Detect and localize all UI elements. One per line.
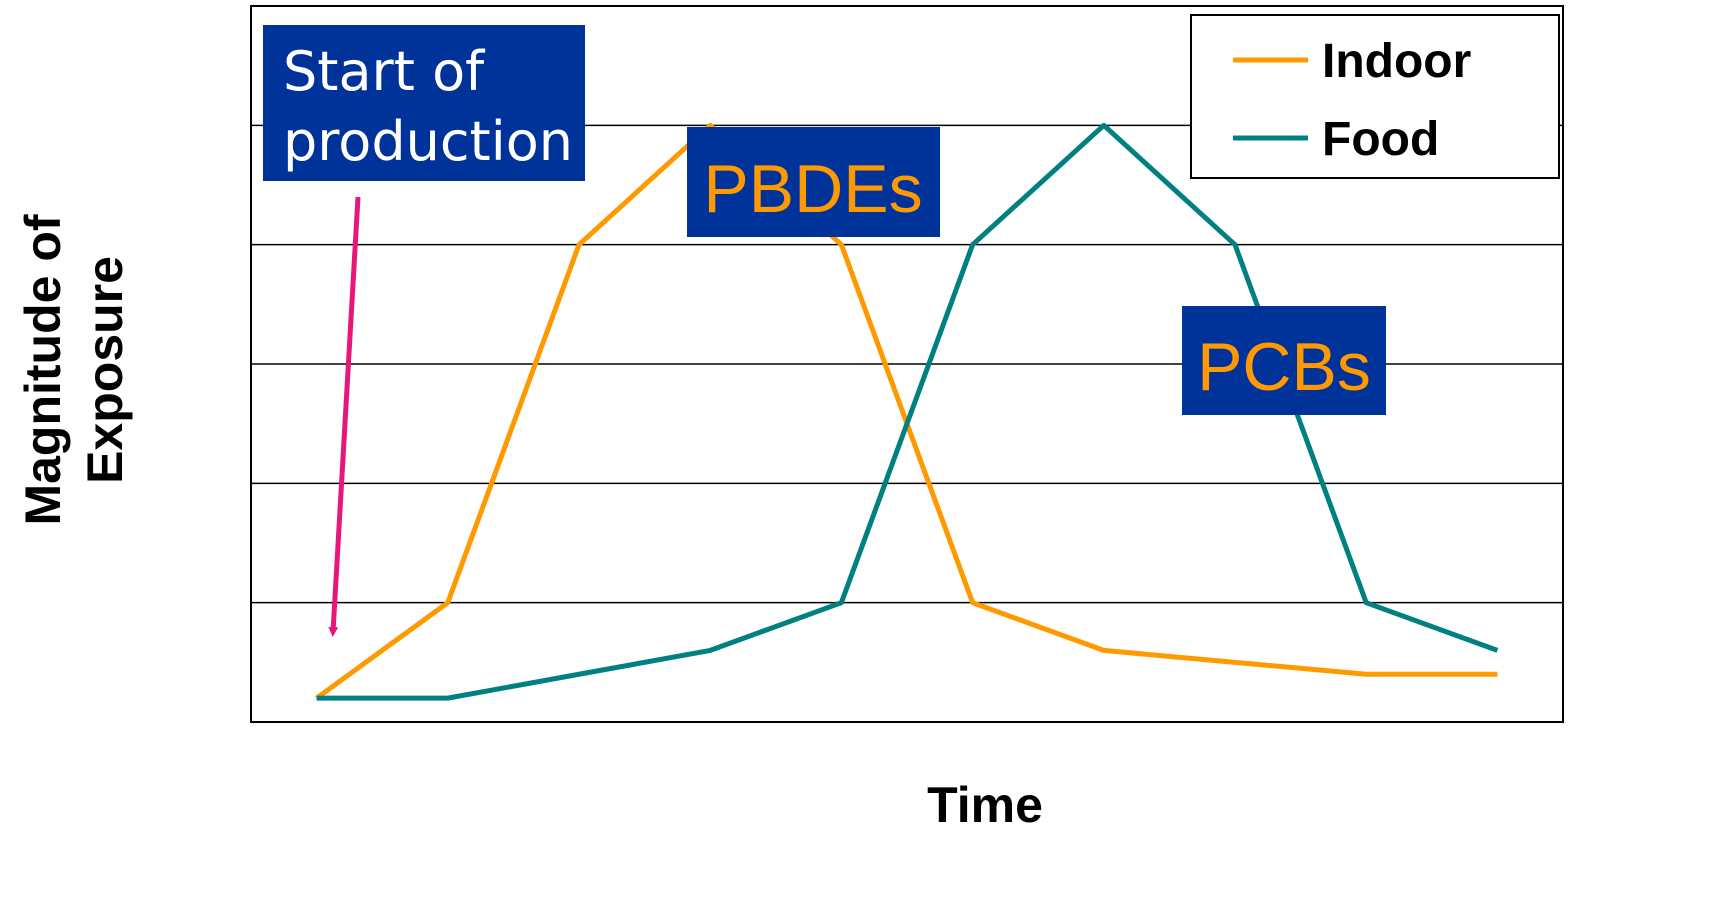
y-axis-label-line: Magnitude of bbox=[15, 214, 71, 525]
y-axis-label: Magnitude of Exposure bbox=[15, 214, 133, 525]
annotation-arrow bbox=[328, 196, 361, 637]
annotation-text: Start of bbox=[283, 40, 486, 103]
annotation-text: production bbox=[283, 110, 573, 173]
legend-box bbox=[1190, 14, 1560, 179]
legend-label: Indoor bbox=[1322, 35, 1471, 88]
annotation-box bbox=[687, 127, 940, 237]
annotation: Start of production bbox=[263, 25, 585, 181]
y-axis-label-line: Exposure bbox=[77, 256, 133, 484]
lines bbox=[315, 122, 1499, 701]
legend-label: Food bbox=[1322, 113, 1439, 166]
annotation-box bbox=[263, 25, 585, 181]
plot-frame bbox=[250, 5, 1564, 723]
legend: Indoor Food bbox=[1190, 14, 1560, 179]
annotation-box bbox=[1182, 306, 1386, 415]
annotation: PBDEs bbox=[687, 127, 940, 237]
series-line bbox=[316, 122, 1499, 701]
annotation-text: PCBs bbox=[1197, 329, 1371, 405]
annotation-text: PBDEs bbox=[703, 151, 922, 227]
annotation: PCBs bbox=[1182, 306, 1386, 415]
x-axis-label: Time bbox=[927, 777, 1043, 833]
